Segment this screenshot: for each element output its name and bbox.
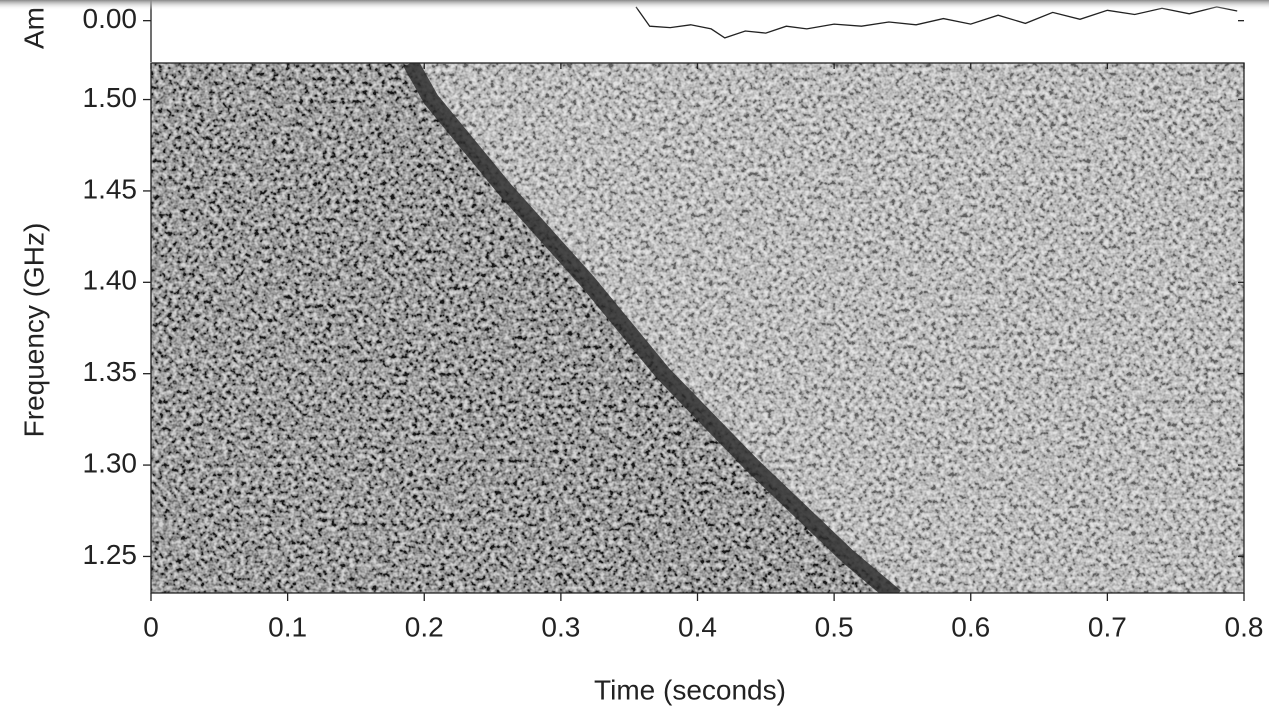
- spectrum-tint: [151, 63, 1244, 593]
- x-tick-label: 0.3: [541, 611, 580, 642]
- y-tick-label: 1.40: [83, 265, 138, 296]
- x-tick-label: 0.4: [678, 611, 717, 642]
- x-tick-label: 0.5: [815, 611, 854, 642]
- dispersed-burst: [403, 63, 901, 593]
- plot-frame: [150, 62, 1245, 594]
- x-tick-label: 0.6: [951, 611, 990, 642]
- x-axis-label: Time (seconds): [594, 674, 786, 705]
- post-burst-region: [410, 63, 1244, 593]
- x-tick-label: 0: [143, 611, 159, 642]
- amplitude-line: [635, 6, 1238, 39]
- y-tick-label: 1.50: [83, 82, 138, 113]
- y-tick-label: 1.35: [83, 356, 138, 387]
- y-axis-label: Frequency (GHz): [18, 223, 49, 438]
- spectrum-noise: [151, 63, 1244, 593]
- x-tick-label: 0.7: [1088, 611, 1127, 642]
- x-tick-label: 0.8: [1225, 611, 1264, 642]
- y-tick-label: 1.25: [83, 539, 138, 570]
- x-tick-label: 0.2: [405, 611, 444, 642]
- amp-y-label: Am: [18, 7, 49, 49]
- top-shadow: [0, 0, 1269, 10]
- y-tick-label: 1.30: [83, 447, 138, 478]
- y-tick-label: 1.45: [83, 173, 138, 204]
- x-tick-label: 0.1: [268, 611, 307, 642]
